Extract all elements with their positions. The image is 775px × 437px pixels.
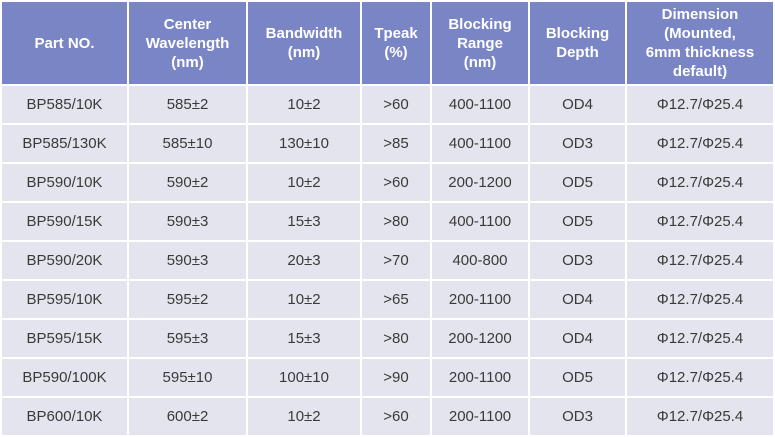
- column-header-center-wavelength: Center Wavelength (nm): [129, 2, 246, 84]
- column-header-tpeak: Tpeak (%): [362, 2, 430, 84]
- cell-tpeak: >60: [362, 86, 430, 123]
- cell-blocking-depth: OD4: [530, 281, 625, 318]
- cell-part-no: BP600/10K: [2, 398, 127, 435]
- cell-part-no: BP590/10K: [2, 164, 127, 201]
- cell-blocking-depth: OD3: [530, 242, 625, 279]
- cell-center-wavelength: 595±2: [129, 281, 246, 318]
- cell-bandwidth: 10±2: [248, 164, 360, 201]
- table-row: BP585/130K 585±10 130±10 >85 400-1100 OD…: [2, 125, 773, 162]
- cell-tpeak: >70: [362, 242, 430, 279]
- cell-blocking-depth: OD5: [530, 203, 625, 240]
- cell-part-no: BP590/100K: [2, 359, 127, 396]
- cell-blocking-range: 400-1100: [432, 125, 528, 162]
- table-row: BP590/20K 590±3 20±3 >70 400-800 OD3 Φ12…: [2, 242, 773, 279]
- cell-tpeak: >85: [362, 125, 430, 162]
- cell-center-wavelength: 595±3: [129, 320, 246, 357]
- table-row: BP590/15K 590±3 15±3 >80 400-1100 OD5 Φ1…: [2, 203, 773, 240]
- cell-bandwidth: 10±2: [248, 281, 360, 318]
- cell-blocking-range: 200-1100: [432, 398, 528, 435]
- cell-bandwidth: 20±3: [248, 242, 360, 279]
- cell-blocking-range: 400-1100: [432, 86, 528, 123]
- cell-dimension: Φ12.7/Φ25.4: [627, 125, 773, 162]
- table-row: BP595/15K 595±3 15±3 >80 200-1200 OD4 Φ1…: [2, 320, 773, 357]
- cell-tpeak: >80: [362, 320, 430, 357]
- column-header-part-no: Part NO.: [2, 2, 127, 84]
- cell-dimension: Φ12.7/Φ25.4: [627, 359, 773, 396]
- cell-center-wavelength: 590±2: [129, 164, 246, 201]
- cell-blocking-range: 400-1100: [432, 203, 528, 240]
- cell-bandwidth: 100±10: [248, 359, 360, 396]
- cell-part-no: BP585/10K: [2, 86, 127, 123]
- cell-bandwidth: 130±10: [248, 125, 360, 162]
- cell-center-wavelength: 590±3: [129, 242, 246, 279]
- cell-part-no: BP595/10K: [2, 281, 127, 318]
- table-header: Part NO. Center Wavelength (nm) Bandwidt…: [2, 2, 773, 84]
- cell-bandwidth: 15±3: [248, 320, 360, 357]
- column-header-blocking-depth: Blocking Depth: [530, 2, 625, 84]
- cell-blocking-depth: OD5: [530, 164, 625, 201]
- cell-dimension: Φ12.7/Φ25.4: [627, 86, 773, 123]
- table-body: BP585/10K 585±2 10±2 >60 400-1100 OD4 Φ1…: [2, 86, 773, 435]
- table-row: BP585/10K 585±2 10±2 >60 400-1100 OD4 Φ1…: [2, 86, 773, 123]
- cell-center-wavelength: 585±2: [129, 86, 246, 123]
- cell-part-no: BP590/20K: [2, 242, 127, 279]
- cell-dimension: Φ12.7/Φ25.4: [627, 164, 773, 201]
- cell-blocking-depth: OD3: [530, 125, 625, 162]
- cell-dimension: Φ12.7/Φ25.4: [627, 242, 773, 279]
- table-row: BP595/10K 595±2 10±2 >65 200-1100 OD4 Φ1…: [2, 281, 773, 318]
- cell-blocking-range: 200-1100: [432, 281, 528, 318]
- cell-blocking-depth: OD4: [530, 86, 625, 123]
- cell-tpeak: >65: [362, 281, 430, 318]
- cell-part-no: BP595/15K: [2, 320, 127, 357]
- column-header-blocking-range: Blocking Range (nm): [432, 2, 528, 84]
- cell-dimension: Φ12.7/Φ25.4: [627, 320, 773, 357]
- cell-blocking-range: 200-1200: [432, 320, 528, 357]
- table-row: BP600/10K 600±2 10±2 >60 200-1100 OD3 Φ1…: [2, 398, 773, 435]
- cell-part-no: BP590/15K: [2, 203, 127, 240]
- table-row: BP590/10K 590±2 10±2 >60 200-1200 OD5 Φ1…: [2, 164, 773, 201]
- cell-center-wavelength: 590±3: [129, 203, 246, 240]
- table-row: BP590/100K 595±10 100±10 >90 200-1100 OD…: [2, 359, 773, 396]
- cell-blocking-depth: OD5: [530, 359, 625, 396]
- cell-center-wavelength: 585±10: [129, 125, 246, 162]
- cell-blocking-range: 200-1200: [432, 164, 528, 201]
- cell-blocking-depth: OD4: [530, 320, 625, 357]
- cell-dimension: Φ12.7/Φ25.4: [627, 203, 773, 240]
- cell-bandwidth: 15±3: [248, 203, 360, 240]
- cell-bandwidth: 10±2: [248, 398, 360, 435]
- cell-tpeak: >90: [362, 359, 430, 396]
- header-row: Part NO. Center Wavelength (nm) Bandwidt…: [2, 2, 773, 84]
- column-header-dimension: Dimension (Mounted, 6mm thickness defaul…: [627, 2, 773, 84]
- cell-tpeak: >80: [362, 203, 430, 240]
- cell-tpeak: >60: [362, 398, 430, 435]
- cell-blocking-range: 200-1100: [432, 359, 528, 396]
- cell-dimension: Φ12.7/Φ25.4: [627, 281, 773, 318]
- column-header-bandwidth: Bandwidth (nm): [248, 2, 360, 84]
- cell-blocking-depth: OD3: [530, 398, 625, 435]
- cell-part-no: BP585/130K: [2, 125, 127, 162]
- cell-blocking-range: 400-800: [432, 242, 528, 279]
- cell-bandwidth: 10±2: [248, 86, 360, 123]
- cell-tpeak: >60: [362, 164, 430, 201]
- cell-dimension: Φ12.7/Φ25.4: [627, 398, 773, 435]
- cell-center-wavelength: 595±10: [129, 359, 246, 396]
- cell-center-wavelength: 600±2: [129, 398, 246, 435]
